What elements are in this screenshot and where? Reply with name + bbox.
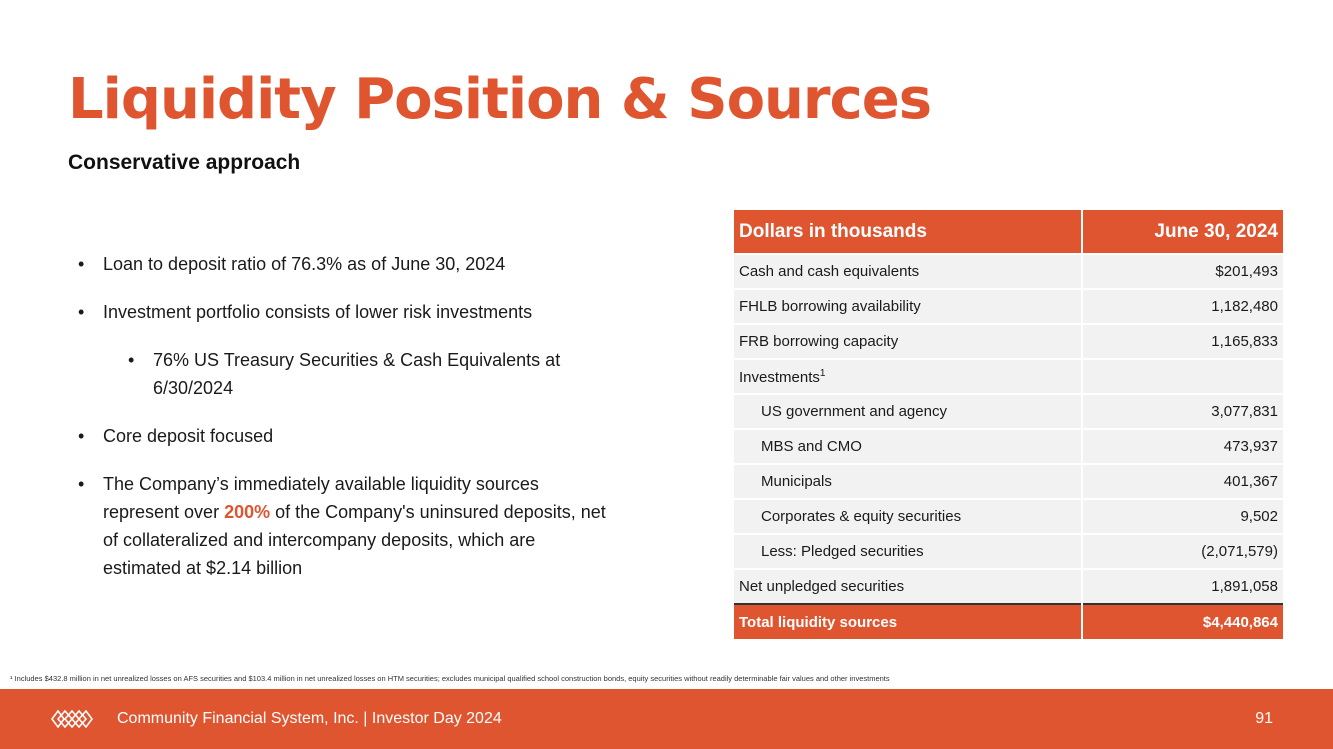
row-label: Investments <box>739 368 820 386</box>
footer-text: Community Financial System, Inc. | Inves… <box>117 710 502 727</box>
row-label: Less: Pledged securities <box>734 533 1083 569</box>
bullet-dot: • <box>78 426 85 446</box>
page-subtitle: Conservative approach <box>68 151 301 174</box>
table-row: Cash and cash equivalents $201,493 <box>734 253 1283 289</box>
bullet-highlight: 200% <box>224 502 271 522</box>
row-label: Cash and cash equivalents <box>734 253 1083 289</box>
row-value: 1,182,480 <box>1081 288 1283 324</box>
bullet-dot: • <box>128 350 135 370</box>
table-row: Investments1 <box>734 358 1283 394</box>
row-label-cell: Investments1 <box>734 358 1083 394</box>
footer-bar: Community Financial System, Inc. | Inves… <box>0 689 1333 749</box>
header-date: June 30, 2024 <box>1081 210 1283 254</box>
table-row: US government and agency 3,077,831 <box>734 393 1283 429</box>
bullet-dot: • <box>78 302 85 322</box>
footnote: ¹ Includes $432.8 million in net unreali… <box>10 674 890 683</box>
bullet-item: • Investment portfolio consists of lower… <box>78 298 608 326</box>
table-row: FRB borrowing capacity 1,165,833 <box>734 323 1283 359</box>
row-value: 1,891,058 <box>1081 568 1283 604</box>
row-label: Corporates & equity securities <box>734 498 1083 534</box>
bullet-list: • Loan to deposit ratio of 76.3% as of J… <box>78 250 608 602</box>
row-value: 401,367 <box>1081 463 1283 499</box>
row-label: US government and agency <box>734 393 1083 429</box>
row-value: 1,165,833 <box>1081 323 1283 359</box>
row-label: FHLB borrowing availability <box>734 288 1083 324</box>
bullet-text: Loan to deposit ratio of 76.3% as of Jun… <box>103 254 506 274</box>
row-value: 3,077,831 <box>1081 393 1283 429</box>
row-label: Net unpledged securities <box>734 568 1083 604</box>
table-row: Net unpledged securities 1,891,058 <box>734 568 1283 604</box>
table-row: FHLB borrowing availability 1,182,480 <box>734 288 1283 324</box>
table-total-row: Total liquidity sources $4,440,864 <box>734 603 1283 639</box>
company-logo-icon <box>51 709 93 729</box>
footnote-marker: 1 <box>819 367 826 379</box>
bullet-text: 76% US Treasury Securities & Cash Equiva… <box>153 350 561 398</box>
page-number: 91 <box>1255 710 1273 727</box>
table-row: Corporates & equity securities 9,502 <box>734 498 1283 534</box>
table-row: Less: Pledged securities (2,071,579) <box>734 533 1283 569</box>
liquidity-table: Dollars in thousands June 30, 2024 Cash … <box>734 210 1283 639</box>
row-value: (2,071,579) <box>1081 533 1283 569</box>
row-value: 473,937 <box>1081 428 1283 464</box>
total-label: Total liquidity sources <box>734 603 1083 639</box>
row-label: MBS and CMO <box>734 428 1083 464</box>
sub-bullet-item: • 76% US Treasury Securities & Cash Equi… <box>128 346 608 402</box>
bullet-text: Investment portfolio consists of lower r… <box>103 302 533 322</box>
row-value: $201,493 <box>1081 253 1283 289</box>
table-row: Municipals 401,367 <box>734 463 1283 499</box>
row-value: 9,502 <box>1081 498 1283 534</box>
bullet-item: • Loan to deposit ratio of 76.3% as of J… <box>78 250 608 278</box>
bullet-dot: • <box>78 254 85 274</box>
table-row: MBS and CMO 473,937 <box>734 428 1283 464</box>
total-value: $4,440,864 <box>1081 603 1283 639</box>
bullet-text-pre: The Company’s immediately available liqu… <box>103 474 539 522</box>
bullet-item: • Core deposit focused <box>78 422 608 450</box>
page-title: Liquidity Position & Sources <box>68 67 932 132</box>
bullet-text-post: of the Company's uninsured deposits, net… <box>103 502 606 578</box>
row-label: Municipals <box>734 463 1083 499</box>
row-label: FRB borrowing capacity <box>734 323 1083 359</box>
bullet-item: • The Company’s immediately available li… <box>78 470 608 582</box>
bullet-dot: • <box>78 474 85 494</box>
header-label: Dollars in thousands <box>734 210 1083 254</box>
table-header-row: Dollars in thousands June 30, 2024 <box>734 210 1283 254</box>
bullet-text: Core deposit focused <box>103 426 274 446</box>
row-value <box>1081 358 1283 394</box>
